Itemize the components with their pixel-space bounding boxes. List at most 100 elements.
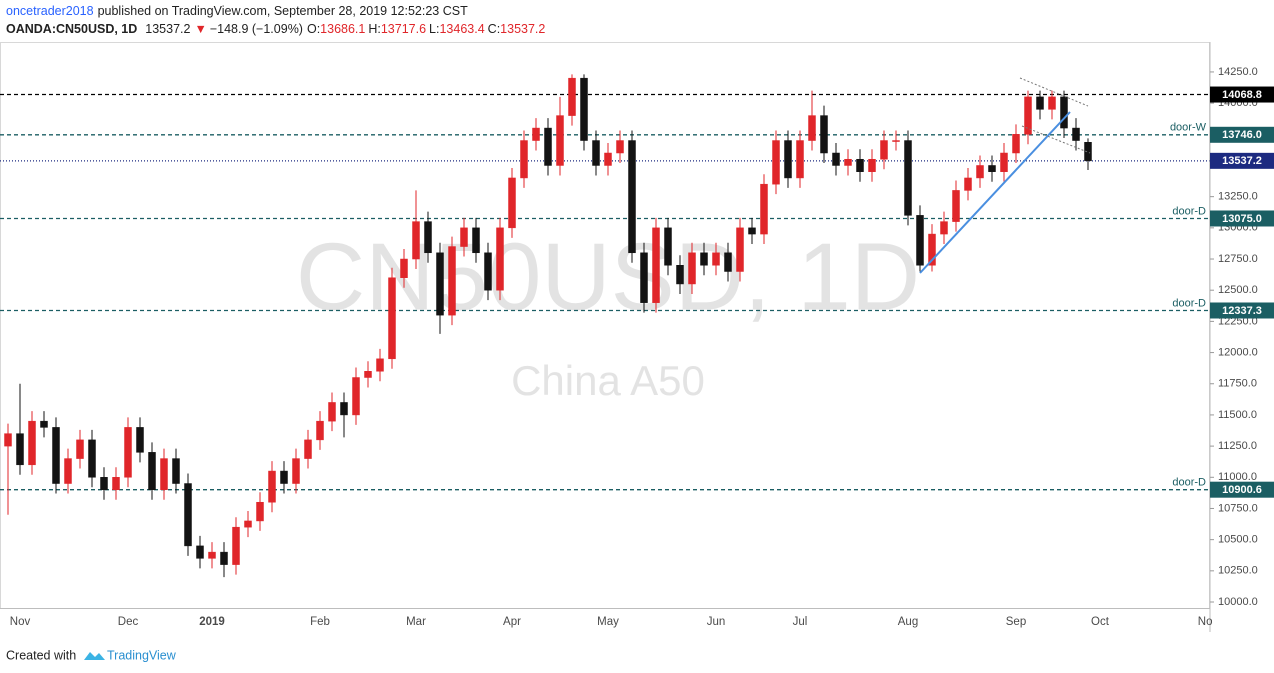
- candle-body: [268, 470, 276, 503]
- candle-body: [184, 483, 192, 547]
- open-value: 13686.1: [320, 22, 365, 36]
- candle-body: [976, 165, 984, 179]
- candle-body: [460, 227, 468, 247]
- candle-body: [364, 371, 372, 378]
- brand[interactable]: TradingView: [107, 648, 177, 662]
- candle-body: [148, 452, 156, 491]
- candle-body: [772, 140, 780, 185]
- candle-body: [640, 252, 648, 303]
- low-label: L:: [429, 22, 439, 36]
- high-value: 13717.6: [381, 22, 426, 36]
- candle-body: [1036, 96, 1044, 110]
- y-tick-label: 12750.0: [1218, 253, 1258, 265]
- x-tick-label: Nov: [10, 616, 31, 628]
- symbol: OANDA:CN50USD, 1D: [6, 22, 137, 36]
- candle-body: [256, 501, 264, 522]
- candle-body: [664, 227, 672, 266]
- candle-body: [16, 433, 24, 466]
- candle-body: [532, 127, 540, 141]
- candle-body: [52, 427, 60, 484]
- level-label: 13537.2: [1222, 155, 1262, 167]
- level-label-box: [1210, 481, 1274, 498]
- y-tick-label: 10000.0: [1218, 596, 1258, 608]
- x-tick-label: Nov: [1198, 616, 1219, 628]
- candle-body: [196, 545, 204, 559]
- candle-body: [136, 427, 144, 453]
- candle-body: [304, 439, 312, 459]
- legend-line: OANDA:CN50USD, 1D 13537.2 ▼ −148.9 (−1.09%)…: [6, 22, 545, 36]
- candle-body: [1024, 96, 1032, 135]
- brand-logo[interactable]: [84, 652, 105, 660]
- candle-body: [4, 433, 12, 447]
- candle-body: [280, 470, 288, 484]
- level-label-box: [1210, 152, 1274, 169]
- y-tick-label: 11750.0: [1218, 378, 1257, 390]
- candle-body: [424, 221, 432, 254]
- watermark: CN50USD, 1D: [296, 223, 920, 330]
- x-tick-label: Jul: [793, 616, 808, 628]
- candle-body: [868, 158, 876, 172]
- candle-body: [292, 458, 300, 484]
- close-value: 13537.2: [500, 22, 545, 36]
- x-tick-label: Apr: [503, 616, 521, 628]
- candle-body: [76, 439, 84, 459]
- level-label-box: [1210, 302, 1274, 319]
- candle-body: [64, 458, 72, 484]
- level-labels: 14068.8 13746.0 13537.2 13075.0 12337.3 10900…: [1210, 86, 1274, 498]
- candle-body: [712, 252, 720, 266]
- candle-body: [616, 140, 624, 154]
- level-tag: door-D: [1172, 297, 1206, 309]
- level-tag: door-W: [1170, 122, 1207, 134]
- candle-body: [1072, 127, 1080, 141]
- x-tick-label: May: [597, 616, 619, 628]
- candle-body: [748, 227, 756, 235]
- candle-body: [412, 221, 420, 260]
- candle-body: [784, 140, 792, 179]
- y-tick-label: 12000.0: [1218, 346, 1258, 358]
- candle-body: [244, 520, 252, 528]
- candle-body: [88, 439, 96, 478]
- candle-body: [964, 177, 972, 191]
- x-tick-label: Jun: [707, 616, 726, 628]
- candle-body: [1060, 96, 1068, 129]
- drawings: [919, 77, 1091, 274]
- time-axis: Nov Dec 2019 Feb Mar Apr May Jun Jul Aug Sep Oct Nov: [10, 616, 1219, 628]
- candle-body: [496, 227, 504, 291]
- candle-body: [100, 477, 108, 491]
- level-tag: door-D: [1172, 477, 1206, 489]
- candle-body: [916, 215, 924, 266]
- low-value: 13463.4: [439, 22, 484, 36]
- candle-body: [1084, 142, 1092, 162]
- level-label-box: [1210, 126, 1274, 143]
- candle-body: [796, 140, 804, 179]
- candle-body: [232, 526, 240, 565]
- level-label: 13746.0: [1222, 129, 1262, 141]
- author[interactable]: oncetrader2018: [6, 4, 94, 18]
- candle-body: [652, 227, 660, 303]
- candle-body: [544, 127, 552, 166]
- candle-body: [340, 402, 348, 416]
- header-line: oncetrader2018 published on TradingView.c…: [6, 4, 468, 18]
- candle-body: [520, 140, 528, 179]
- y-tick-label: 11000.0: [1218, 471, 1257, 483]
- candle-body: [388, 277, 396, 360]
- candle-body: [856, 158, 864, 172]
- levels: door-W door-D door-D door-D: [0, 93, 1210, 491]
- y-tick-label: 14250.0: [1218, 66, 1258, 78]
- candle-body: [208, 551, 216, 559]
- candle-body: [316, 420, 324, 441]
- candles: [4, 74, 1092, 578]
- candle-body: [472, 227, 480, 254]
- created-with: Created with: [6, 648, 76, 662]
- candle-body: [124, 427, 132, 478]
- candle-body: [40, 420, 48, 428]
- candle-body: [700, 252, 708, 266]
- candle-body: [580, 77, 588, 141]
- candle-body: [820, 115, 828, 154]
- x-tick-label: Mar: [406, 616, 426, 628]
- x-tick-label: Aug: [898, 616, 918, 628]
- candle-body: [808, 115, 816, 141]
- candle-body: [628, 140, 636, 254]
